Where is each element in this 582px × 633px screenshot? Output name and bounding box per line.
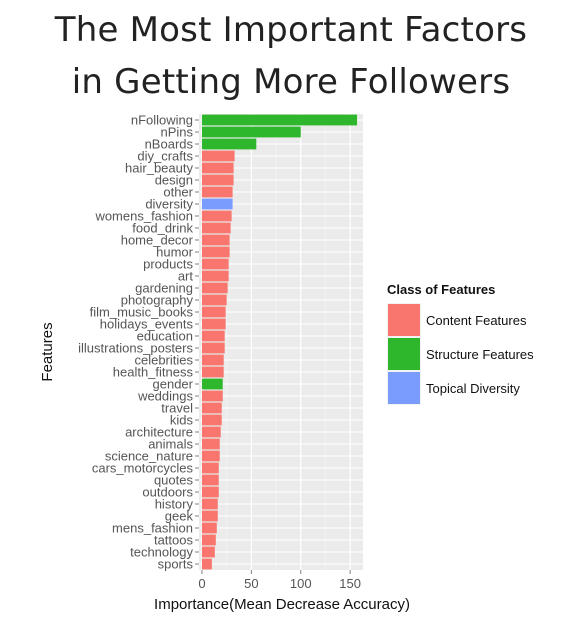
legend-swatch xyxy=(388,304,420,336)
y-tick-label: womens_fashion xyxy=(94,209,193,224)
y-tick-label: quotes xyxy=(154,473,194,488)
y-tick-label: cars_motorcycles xyxy=(92,461,194,476)
legend: Class of Features Content Features Struct… xyxy=(387,282,534,405)
legend-swatch xyxy=(388,372,420,404)
y-tick-label: tattoos xyxy=(154,533,194,548)
bar-kids xyxy=(201,414,222,426)
bar-animals xyxy=(201,438,220,450)
y-tick-label: mens_fashion xyxy=(112,521,193,536)
bar-diversity xyxy=(201,198,233,210)
bar-cars_motorcycles xyxy=(201,462,219,474)
bar-education xyxy=(201,330,225,342)
bar-design xyxy=(201,174,234,186)
bar-gardening xyxy=(201,282,228,294)
legend-swatch xyxy=(388,338,420,370)
y-axis-title: Features xyxy=(39,322,56,381)
x-axis-ticks: 0 50 100 150 xyxy=(198,570,361,591)
y-tick-label: outdoors xyxy=(142,485,193,500)
bar-products xyxy=(201,258,229,270)
y-axis-ticks: nFollowingnPinsnBoardsdiy_craftshair_bea… xyxy=(78,113,199,572)
y-tick-label: gardening xyxy=(135,281,193,296)
y-tick-label: technology xyxy=(130,545,193,560)
x-tick-label: 100 xyxy=(290,576,312,591)
y-tick-label: film_music_books xyxy=(90,305,194,320)
y-tick-label: nBoards xyxy=(145,137,194,152)
y-tick-label: science_nature xyxy=(105,449,193,464)
bar-health_fitness xyxy=(201,366,224,378)
y-tick-label: sports xyxy=(158,557,194,572)
y-tick-label: gender xyxy=(153,377,194,392)
bar-diy_crafts xyxy=(201,150,235,162)
y-tick-label: humor xyxy=(156,245,194,260)
bars xyxy=(201,114,358,570)
bar-history xyxy=(201,498,218,510)
bar-nPins xyxy=(201,126,301,138)
y-tick-label: kids xyxy=(170,413,194,428)
y-tick-label: health_fitness xyxy=(113,365,194,380)
y-tick-label: holidays_events xyxy=(100,317,194,332)
bar-science_nature xyxy=(201,450,220,462)
legend-label: Topical Diversity xyxy=(426,381,520,396)
x-tick-label: 50 xyxy=(244,576,258,591)
bar-humor xyxy=(201,246,230,258)
bar-sports xyxy=(201,558,212,570)
y-tick-label: diy_crafts xyxy=(137,149,193,164)
bar-illustrations_posters xyxy=(201,342,225,354)
y-tick-label: travel xyxy=(161,401,193,416)
legend-title: Class of Features xyxy=(387,282,495,297)
grid-lines xyxy=(199,114,363,570)
bar-other xyxy=(201,186,233,198)
bar-quotes xyxy=(201,474,219,486)
x-tick-label: 150 xyxy=(339,576,361,591)
y-tick-label: history xyxy=(155,497,194,512)
y-tick-label: design xyxy=(155,173,193,188)
y-tick-label: photography xyxy=(121,293,194,308)
y-tick-label: animals xyxy=(148,437,193,452)
bar-celebrities xyxy=(201,354,224,366)
bar-weddings xyxy=(201,390,223,402)
y-tick-label: celebrities xyxy=(134,353,193,368)
bar-mens_fashion xyxy=(201,522,217,534)
x-axis-title: Importance(Mean Decrease Accuracy) xyxy=(154,596,410,613)
y-tick-label: architecture xyxy=(125,425,193,440)
y-tick-label: weddings xyxy=(137,389,193,404)
bar-travel xyxy=(201,402,222,414)
y-tick-label: diversity xyxy=(145,197,193,212)
bar-technology xyxy=(201,546,215,558)
bar-nFollowing xyxy=(201,114,358,126)
bar-nBoards xyxy=(201,138,257,150)
bar-holidays_events xyxy=(201,318,226,330)
bar-womens_fashion xyxy=(201,210,232,222)
chart-title-line-1: The Most Important Factors xyxy=(54,10,528,50)
y-tick-label: geek xyxy=(165,509,194,524)
x-tick-label: 0 xyxy=(198,576,205,591)
legend-label: Structure Features xyxy=(426,347,534,362)
bar-home_decor xyxy=(201,234,230,246)
bar-gender xyxy=(201,378,223,390)
y-tick-label: nFollowing xyxy=(131,113,193,128)
bar-outdoors xyxy=(201,486,219,498)
bar-tattoos xyxy=(201,534,216,546)
y-tick-label: home_decor xyxy=(121,233,194,248)
bar-hair_beauty xyxy=(201,162,234,174)
y-tick-label: illustrations_posters xyxy=(78,341,193,356)
bar-film_music_books xyxy=(201,306,226,318)
bar-architecture xyxy=(201,426,221,438)
bar-food_drink xyxy=(201,222,231,234)
bar-photography xyxy=(201,294,227,306)
y-tick-label: food_drink xyxy=(132,221,193,236)
y-tick-label: education xyxy=(137,329,193,344)
y-tick-label: products xyxy=(143,257,193,272)
bar-geek xyxy=(201,510,218,522)
legend-label: Content Features xyxy=(426,313,527,328)
bar-art xyxy=(201,270,229,282)
y-tick-label: other xyxy=(163,185,193,200)
y-tick-label: art xyxy=(178,269,194,284)
y-tick-label: hair_beauty xyxy=(125,161,193,176)
chart-title-line-2: in Getting More Followers xyxy=(71,62,511,102)
y-tick-label: nPins xyxy=(160,125,193,140)
